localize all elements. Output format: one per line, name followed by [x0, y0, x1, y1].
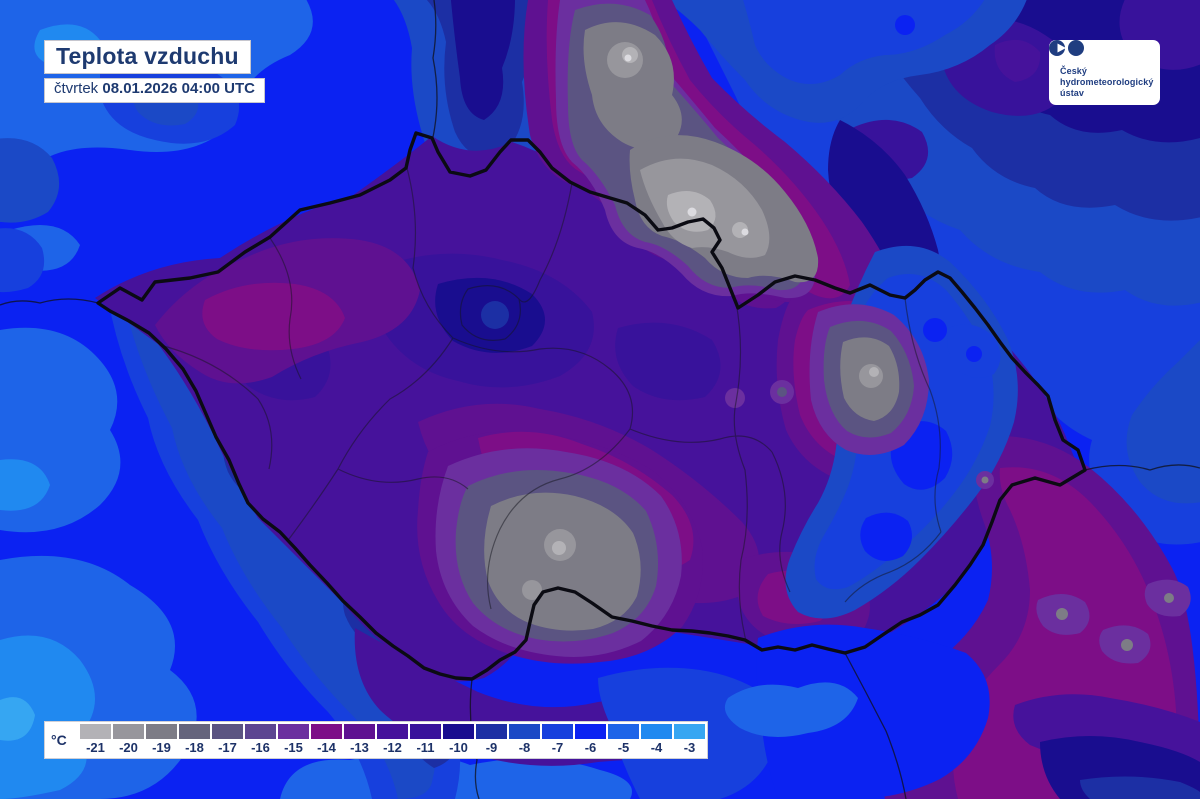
legend-stop: -6 [574, 723, 607, 757]
legend-stop-label: -20 [119, 739, 138, 755]
legend-unit: °C [51, 732, 67, 748]
legend-stop-label: -17 [218, 739, 237, 755]
legend-swatch [212, 723, 243, 739]
legend-swatch [641, 723, 672, 739]
legend-swatch [575, 723, 606, 739]
legend-stop: -4 [640, 723, 673, 757]
weekday-label: čtvrtek [54, 80, 99, 97]
legend-stop-label: -13 [350, 739, 369, 755]
legend-stop-label: -15 [284, 739, 303, 755]
legend: °C -21 -20 -19 -18 -17 -16 -15 -14 -13 -12 -11 -10-… [44, 721, 708, 759]
legend-swatch [608, 723, 639, 739]
legend-stop-label: -14 [317, 739, 336, 755]
legend-stop-label: -16 [251, 739, 270, 755]
legend-stop: -19 [145, 723, 178, 757]
legend-swatch [542, 723, 573, 739]
czech-republic-border [96, 131, 1087, 681]
legend-swatch [410, 723, 441, 739]
logo-line-3: ústav [1060, 87, 1085, 98]
legend-stop-label: -11 [416, 739, 435, 755]
legend-stop: -12 [376, 723, 409, 757]
legend-stop-label: -3 [683, 739, 696, 755]
legend-stop: -14 [310, 723, 343, 757]
legend-stop: -10 [442, 723, 475, 757]
logo-line-2: hydrometeorologický [1060, 76, 1154, 87]
legend-stop-label: -19 [152, 739, 171, 755]
legend-swatch [443, 723, 474, 739]
legend-stop-label: -6 [584, 739, 597, 755]
legend-swatch [113, 723, 144, 739]
legend-swatch [476, 723, 507, 739]
legend-stop-label: -18 [185, 739, 204, 755]
legend-stop: -3 [673, 723, 706, 757]
page-title: Teplota vzduchu [56, 43, 239, 69]
legend-swatch [674, 723, 705, 739]
legend-stop: -16 [244, 723, 277, 757]
chmi-logo: Český hydrometeorologický ústav [1049, 40, 1160, 105]
chmi-logo-text: Český hydrometeorologický ústav [1060, 66, 1153, 98]
region-borders [159, 167, 942, 642]
legend-swatch [377, 723, 408, 739]
legend-swatch [80, 723, 111, 739]
logo-line-1: Český [1060, 66, 1088, 76]
legend-stop: -9 [475, 723, 508, 757]
chmi-logo-mark-icon [1049, 40, 1084, 56]
date-box: čtvrtek 08.01.2026 04:00 UTC [44, 78, 265, 103]
legend-stop-label: -4 [650, 739, 663, 755]
legend-stop-label: -7 [551, 739, 564, 755]
legend-stop: -8 [508, 723, 541, 757]
legend-stop: -7 [541, 723, 574, 757]
legend-stop-label: -9 [485, 739, 498, 755]
legend-swatch [179, 723, 210, 739]
legend-swatch [509, 723, 540, 739]
legend-stop-label: -10 [449, 739, 468, 755]
legend-stop: -13 [343, 723, 376, 757]
legend-stop: -5 [607, 723, 640, 757]
legend-swatch [278, 723, 309, 739]
legend-stop: -11 [409, 723, 442, 757]
legend-stop-label: -12 [383, 739, 402, 755]
legend-stop: -21 [79, 723, 112, 757]
legend-swatch [311, 723, 342, 739]
legend-swatch [344, 723, 375, 739]
legend-stop: -15 [277, 723, 310, 757]
title-box: Teplota vzduchu [44, 40, 251, 75]
legend-stop: -20 [112, 723, 145, 757]
legend-scale: -21 -20 -19 -18 -17 -16 -15 -14 -13 -12 -11 -10 -9 -8… [79, 723, 706, 757]
legend-swatch [146, 723, 177, 739]
legend-stop-label: -5 [617, 739, 630, 755]
legend-stop: -18 [178, 723, 211, 757]
legend-stop-label: -8 [518, 739, 531, 755]
legend-swatch [245, 723, 276, 739]
datetime-label: 08.01.2026 04:00 UTC [102, 80, 255, 97]
legend-stop-label: -21 [86, 739, 105, 755]
legend-stop: -17 [211, 723, 244, 757]
